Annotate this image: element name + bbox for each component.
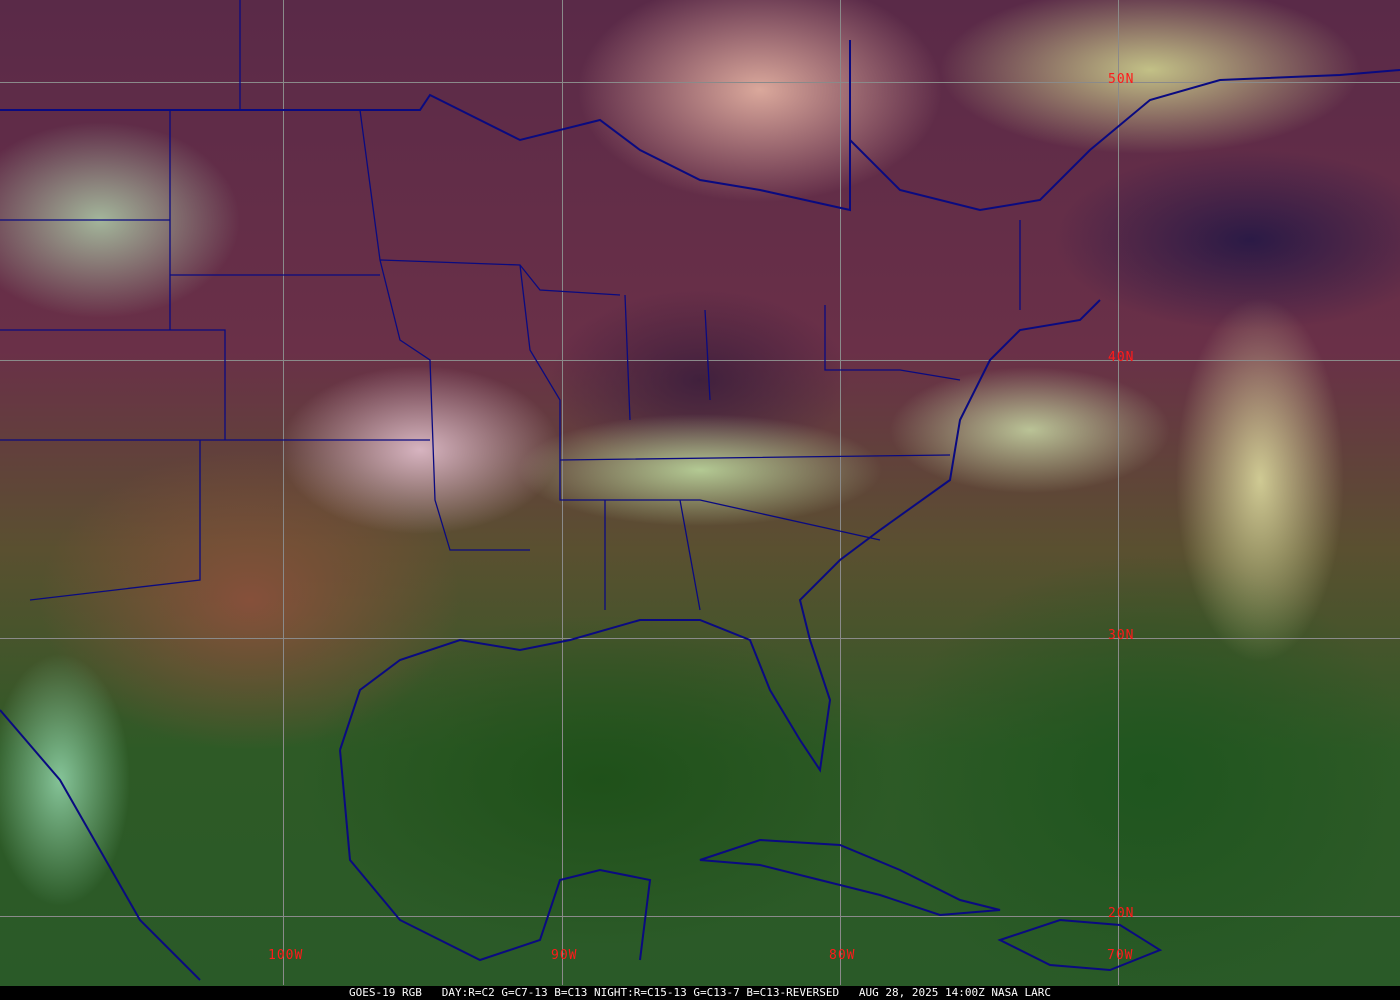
image-caption: GOES-19 RGB DAY:R=C2 G=C7-13 B=C13 NIGHT… [0,986,1400,1000]
lon-label-100w: 100W [268,948,304,963]
hispaniola-coast [997,918,1163,972]
lon-label-70w: 70W [1107,948,1134,963]
lat-label-30n: 30N [1108,628,1135,643]
state-lines [0,0,1021,611]
gridline-50n [0,82,1400,83]
mexico-west-coast [0,709,201,981]
lon-label-90w: 90W [551,948,578,963]
lat-label-40n: 40N [1108,350,1135,365]
us-canada-border [0,40,1400,212]
mexico-coast [339,749,652,962]
gridline-40n [0,360,1400,361]
gridline-100w [283,0,284,985]
gridline-90w [562,0,563,985]
gridline-20n [0,916,1400,917]
lat-label-50n: 50N [1108,72,1135,87]
lat-label-20n: 20N [1108,906,1135,921]
lon-label-80w: 80W [829,948,856,963]
cuba-coast [699,838,1001,917]
gridline-80w [840,0,841,985]
us-gulf-coast [339,299,1101,773]
gridline-30n [0,638,1400,639]
gridline-70w [1118,0,1119,985]
